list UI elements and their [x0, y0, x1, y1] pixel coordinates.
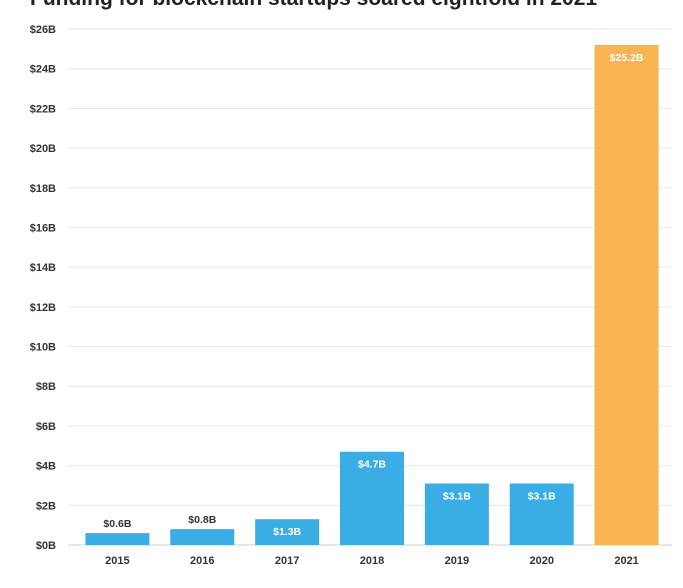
- y-tick-label: $2B: [36, 500, 56, 512]
- x-axis: 2015 2016 2017 2018 2019 2020 2021: [105, 555, 639, 567]
- bar: [509, 483, 574, 545]
- y-tick-label: $24B: [30, 64, 56, 76]
- y-tick-label: $6B: [36, 421, 56, 433]
- bar: [340, 451, 404, 545]
- bar: [424, 483, 489, 545]
- y-axis: $0B $2B $4B $6B $8B $10B $12B $14B $16B $18B $20B $…: [30, 24, 56, 552]
- y-tick-label: $20B: [30, 143, 56, 155]
- x-tick-label: 2018: [360, 555, 384, 567]
- x-tick-label: 2017: [275, 555, 299, 567]
- data-label: $3.1B: [528, 490, 556, 502]
- bar: [170, 529, 235, 545]
- x-tick-label: 2021: [614, 555, 638, 567]
- data-label: $1.3B: [273, 526, 301, 538]
- chart-title: Funding for blockchain startups soared e…: [30, 0, 597, 11]
- y-tick-label: $18B: [30, 183, 56, 195]
- y-tick-label: $26B: [30, 24, 56, 36]
- data-label: $0.6B: [103, 518, 131, 530]
- x-tick-label: 2015: [105, 555, 129, 567]
- bar: [594, 44, 659, 545]
- x-tick-label: 2020: [529, 555, 553, 567]
- x-tick-label: 2016: [190, 555, 214, 567]
- bar: [255, 519, 320, 545]
- bar: [85, 533, 150, 545]
- y-tick-label: $12B: [30, 302, 56, 314]
- y-tick-label: $4B: [36, 461, 56, 473]
- y-tick-label: $16B: [30, 222, 56, 234]
- y-tick-label: $8B: [36, 381, 56, 393]
- y-tick-label: $22B: [30, 103, 56, 115]
- y-tick-label: $14B: [30, 262, 56, 274]
- data-label: $25.2B: [610, 52, 644, 64]
- y-tick-label: $10B: [30, 342, 56, 354]
- x-tick-label: 2019: [445, 555, 469, 567]
- gridlines: [68, 28, 672, 546]
- data-label: $3.1B: [443, 490, 471, 502]
- data-label: $0.8B: [188, 514, 216, 526]
- data-label: $4.7B: [358, 459, 386, 471]
- bars: [85, 44, 659, 545]
- y-tick-label: $0B: [36, 540, 56, 552]
- data-labels: $0.6B $0.8B $1.3B $4.7B $3.1B $3.1B $25.2B: [103, 52, 644, 538]
